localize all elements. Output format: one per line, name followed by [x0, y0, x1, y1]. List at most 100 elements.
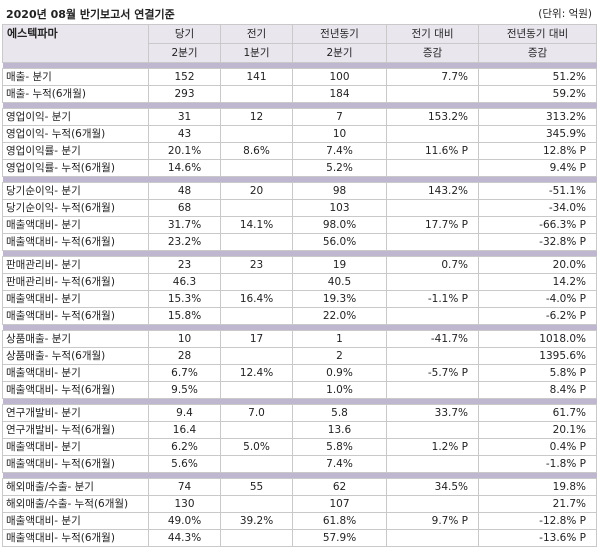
qoq-change-value: 33.7%: [386, 404, 479, 422]
current-quarter-value: 23: [148, 256, 221, 274]
previous-quarter-value: [220, 85, 293, 103]
yoy-quarter-value: 184: [292, 85, 387, 103]
col-yoy-change-label: 전년동기 대비: [478, 24, 597, 44]
current-quarter-value: 6.2%: [148, 438, 221, 456]
table-row: 매출액대비- 분기 15.3% 16.4% 19.3% -1.1% P -4.0% P: [2, 290, 597, 308]
table-row: 매출- 누적(6개월) 293 184 59.2%: [2, 85, 597, 103]
qoq-change-value: [386, 455, 479, 473]
table-row: 영업이익률- 누적(6개월) 14.6% 5.2% 9.4% P: [2, 159, 597, 177]
table-row: 연구개발비- 누적(6개월) 16.4 13.6 20.1%: [2, 421, 597, 439]
yoy-change-value: 19.8%: [478, 478, 597, 496]
qoq-change-value: [386, 85, 479, 103]
yoy-change-value: -4.0% P: [478, 290, 597, 308]
current-quarter-value: 44.3%: [148, 529, 221, 547]
yoy-change-value: -51.1%: [478, 182, 597, 200]
yoy-change-value: 61.7%: [478, 404, 597, 422]
table-row: 매출액대비- 누적(6개월) 44.3% 57.9% -13.6% P: [2, 529, 597, 547]
table-row: 매출액대비- 분기 49.0% 39.2% 61.8% 9.7% P -12.8% P: [2, 512, 597, 530]
company-name: 에스텍파마: [2, 24, 149, 63]
current-quarter-value: 14.6%: [148, 159, 221, 177]
yoy-change-value: 59.2%: [478, 85, 597, 103]
row-label: 매출액대비- 누적(6개월): [2, 307, 149, 325]
yoy-quarter-value: 61.8%: [292, 512, 387, 530]
yoy-change-value: 9.4% P: [478, 159, 597, 177]
table-row: 매출- 분기 152 141 100 7.7% 51.2%: [2, 68, 597, 86]
previous-quarter-value: [220, 199, 293, 217]
row-label: 매출액대비- 누적(6개월): [2, 455, 149, 473]
table-row: 영업이익률- 분기 20.1% 8.6% 7.4% 11.6% P 12.8% P: [2, 142, 597, 160]
qoq-change-value: [386, 495, 479, 513]
current-quarter-value: 130: [148, 495, 221, 513]
row-label: 해외매출/수출- 분기: [2, 478, 149, 496]
row-label: 매출액대비- 분기: [2, 512, 149, 530]
table-row: 해외매출/수출- 분기 74 55 62 34.5% 19.8%: [2, 478, 597, 496]
previous-quarter-value: [220, 125, 293, 143]
current-quarter-value: 31: [148, 108, 221, 126]
qoq-change-value: 17.7% P: [386, 216, 479, 234]
row-label: 연구개발비- 누적(6개월): [2, 421, 149, 439]
row-label: 해외매출/수출- 누적(6개월): [2, 495, 149, 513]
yoy-change-value: -13.6% P: [478, 529, 597, 547]
yoy-change-value: 345.9%: [478, 125, 597, 143]
previous-quarter-value: 14.1%: [220, 216, 293, 234]
yoy-change-value: 1018.0%: [478, 330, 597, 348]
current-quarter-value: 16.4: [148, 421, 221, 439]
previous-quarter-value: 16.4%: [220, 290, 293, 308]
row-label: 매출- 분기: [2, 68, 149, 86]
qoq-change-value: [386, 125, 479, 143]
current-quarter-value: 9.5%: [148, 381, 221, 399]
qoq-change-value: [386, 273, 479, 291]
row-label: 영업이익- 분기: [2, 108, 149, 126]
table-row: 매출액대비- 분기 6.2% 5.0% 5.8% 1.2% P 0.4% P: [2, 438, 597, 456]
current-quarter-value: 9.4: [148, 404, 221, 422]
current-quarter-value: 20.1%: [148, 142, 221, 160]
yoy-quarter-value: 22.0%: [292, 307, 387, 325]
row-label: 매출액대비- 누적(6개월): [2, 529, 149, 547]
previous-quarter-value: 5.0%: [220, 438, 293, 456]
yoy-change-value: -32.8% P: [478, 233, 597, 251]
yoy-quarter-value: 56.0%: [292, 233, 387, 251]
yoy-change-value: -12.8% P: [478, 512, 597, 530]
table-row: 상품매출- 누적(6개월) 28 2 1395.6%: [2, 347, 597, 365]
yoy-quarter-value: 0.9%: [292, 364, 387, 382]
yoy-change-value: 5.8% P: [478, 364, 597, 382]
row-label: 상품매출- 누적(6개월): [2, 347, 149, 365]
qoq-change-value: [386, 347, 479, 365]
yoy-change-value: 0.4% P: [478, 438, 597, 456]
yoy-change-value: 51.2%: [478, 68, 597, 86]
qoq-change-value: 143.2%: [386, 182, 479, 200]
row-label: 당기순이익- 분기: [2, 182, 149, 200]
table-body: 매출- 분기 152 141 100 7.7% 51.2% 매출- 누적(6개월) 293 18…: [2, 62, 597, 547]
yoy-quarter-value: 98.0%: [292, 216, 387, 234]
table-row: 매출액대비- 누적(6개월) 9.5% 1.0% 8.4% P: [2, 381, 597, 399]
yoy-quarter-value: 19.3%: [292, 290, 387, 308]
yoy-change-value: 21.7%: [478, 495, 597, 513]
yoy-change-value: -6.2% P: [478, 307, 597, 325]
unit-label: (단위: 억원): [538, 8, 592, 20]
qoq-change-value: -5.7% P: [386, 364, 479, 382]
yoy-change-value: -34.0%: [478, 199, 597, 217]
qoq-change-value: [386, 381, 479, 399]
yoy-quarter-value: 2: [292, 347, 387, 365]
current-quarter-value: 46.3: [148, 273, 221, 291]
current-quarter-value: 5.6%: [148, 455, 221, 473]
col-current-label: 당기: [148, 24, 221, 44]
current-quarter-value: 15.8%: [148, 307, 221, 325]
current-quarter-value: 15.3%: [148, 290, 221, 308]
yoy-quarter-value: 7.4%: [292, 142, 387, 160]
yoy-quarter-value: 5.8%: [292, 438, 387, 456]
col-current-sub: 2분기: [148, 43, 221, 63]
previous-quarter-value: 7.0: [220, 404, 293, 422]
qoq-change-value: [386, 529, 479, 547]
previous-quarter-value: 12.4%: [220, 364, 293, 382]
current-quarter-value: 28: [148, 347, 221, 365]
qoq-change-value: -1.1% P: [386, 290, 479, 308]
table-row: 매출액대비- 분기 31.7% 14.1% 98.0% 17.7% P -66.3% P: [2, 216, 597, 234]
yoy-quarter-value: 5.8: [292, 404, 387, 422]
financial-table: 에스텍파마 당기 전기 전년동기 전기 대비 전년동기 대비 2분기 1분기 2…: [2, 24, 597, 547]
row-label: 판매관리비- 누적(6개월): [2, 273, 149, 291]
previous-quarter-value: [220, 273, 293, 291]
col-qoq-change-sub: 증감: [386, 43, 479, 63]
qoq-change-value: 11.6% P: [386, 142, 479, 160]
qoq-change-value: -41.7%: [386, 330, 479, 348]
